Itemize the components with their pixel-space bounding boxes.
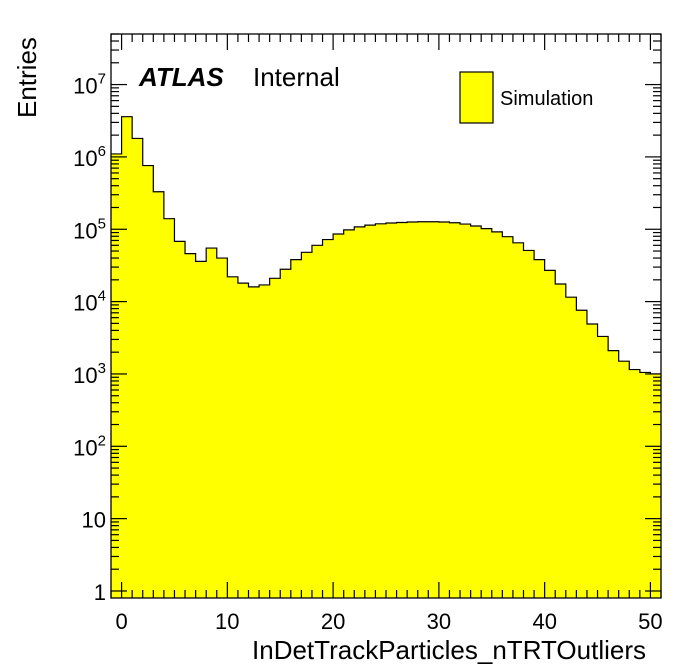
x-tick-label: 20 [321,609,345,634]
histogram-bin [259,284,270,598]
histogram-bin [491,231,503,598]
y-tick-label: 104 [73,288,106,316]
histogram-bin [153,191,165,598]
histogram-bin [565,297,577,598]
histogram-bin [322,239,334,598]
histogram-bin [121,116,133,599]
histogram-bin [523,250,535,599]
histogram-bin [534,259,545,598]
histogram-bin [185,253,196,598]
x-tick-label: 30 [427,609,451,634]
histogram-bin [449,222,461,598]
histogram-bin [216,258,228,598]
histogram-bin [512,242,524,599]
histogram-bin [375,223,387,599]
histogram-bin [618,361,630,598]
histogram-bin [132,138,144,598]
histogram-bin [111,153,122,599]
histogram-outline [111,116,661,375]
histogram-bin [502,236,514,599]
histogram-bin [650,373,662,598]
histogram-bin [417,221,429,598]
y-tick-label: 102 [73,432,106,460]
histogram-bin [280,269,292,598]
histogram-bin [290,259,302,598]
y-axis-title: Entries [12,37,42,118]
y-tick-label: 1 [94,580,106,605]
x-tick-labels: 0 10 20 30 40 50 [115,609,662,634]
x-axis-title: InDetTrackParticles_nTRTOutliers [252,635,646,665]
histogram-bin [227,276,239,598]
legend-label: Simulation [500,88,593,110]
histogram-bin [301,252,313,598]
histogram-bin [597,336,609,598]
histogram-bin [407,222,419,598]
histogram-bin [364,225,376,598]
legend-swatch [459,71,494,124]
histogram-bin [163,218,175,598]
internal-label: Internal [253,62,340,92]
histogram-bin [269,278,281,598]
histogram-bin [174,241,186,598]
y-tick-label: 107 [73,71,106,99]
histogram-bin [576,310,588,598]
x-tick-label: 10 [215,609,239,634]
histogram-bin [396,222,408,598]
histogram-bars [111,116,662,599]
histogram-bin [544,270,556,598]
histogram-bin [386,223,397,598]
y-tick-label: 105 [73,215,106,243]
histogram-bin [248,286,260,598]
y-tick-labels: 1 10 102 103 104 105 106 107 [73,71,106,605]
atlas-label: ATLAS [138,62,224,92]
histogram-bin [142,165,154,599]
histogram-bin [237,283,249,598]
histogram-bin [354,226,366,598]
histogram-bin [438,222,450,598]
histogram-bin [206,248,218,599]
x-tick-label: 50 [638,609,662,634]
y-tick-label: 106 [73,143,106,171]
axis-ticks [110,33,662,598]
histogram-bin [481,228,493,598]
histogram-bin [470,225,482,599]
histogram-bin [639,372,651,598]
histogram-bin [629,369,641,598]
y-tick-label: 10 [82,508,106,533]
histogram-bin [586,324,598,598]
x-tick-label: 0 [115,609,127,634]
y-tick-label: 103 [73,360,106,388]
histogram-bin [195,261,207,598]
histogram-bin [343,229,355,598]
histogram-bin [333,234,344,598]
histogram-bin [555,284,567,598]
histogram-bin [428,221,440,598]
histogram-bin [460,224,471,598]
x-tick-label: 40 [532,609,556,634]
histogram-bin [311,245,323,598]
histogram-bin [608,350,619,598]
